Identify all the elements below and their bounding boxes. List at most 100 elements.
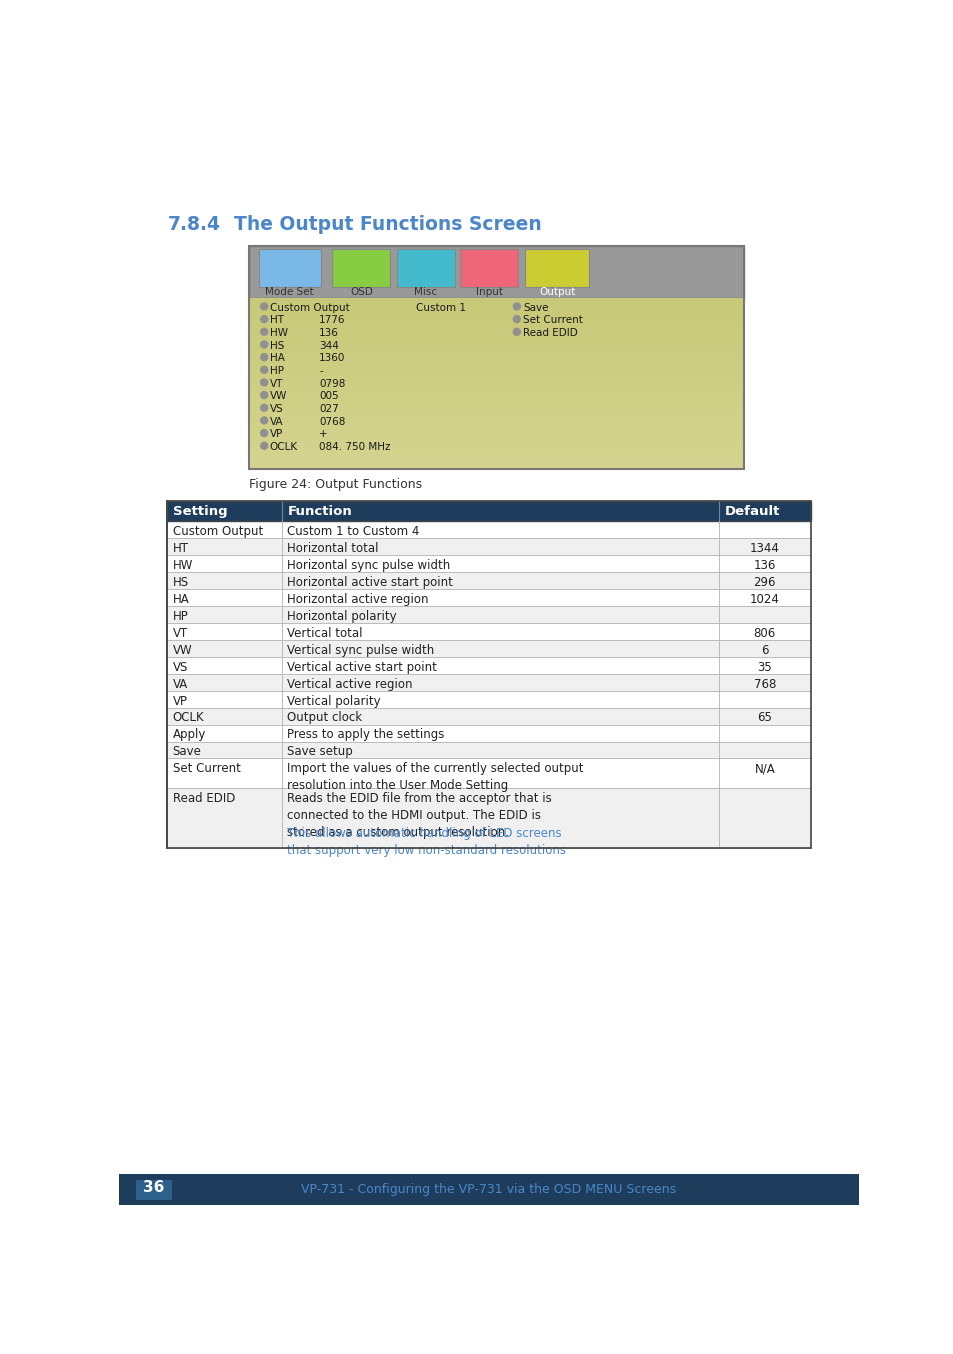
Text: Misc: Misc [414,287,436,298]
Text: Horizontal active start point: Horizontal active start point [287,575,453,589]
Bar [119,1174,858,1205]
Text: Mode Set: Mode Set [265,287,314,298]
Bar [249,387,743,393]
Text: Save setup: Save setup [287,745,353,758]
Circle shape [260,405,268,412]
Text: 0798: 0798 [319,379,345,389]
Text: HP: HP [172,609,189,623]
Bar [249,375,743,380]
Text: VS: VS [172,661,188,674]
Bar [249,417,743,422]
Bar [167,674,810,691]
Bar [249,464,743,470]
Bar [249,371,743,375]
Text: The Output Functions Screen: The Output Functions Screen [233,215,541,234]
Bar [167,573,810,589]
Text: VA: VA [270,417,283,427]
Circle shape [260,443,268,450]
Text: Custom Output: Custom Output [270,303,349,313]
Text: Custom Output: Custom Output [172,525,263,538]
Bar [249,306,743,311]
Text: HP: HP [270,366,283,376]
Text: This allows automatic handling of LED screens
that support very low non-standard: This allows automatic handling of LED sc… [287,827,566,857]
Text: Horizontal total: Horizontal total [287,542,378,555]
Bar [167,640,810,657]
Text: 7.8.4: 7.8.4 [167,215,220,234]
Bar [167,724,810,742]
Bar [249,302,743,307]
Text: 1344: 1344 [749,542,779,555]
Bar [249,452,743,456]
Circle shape [260,303,268,310]
Text: Vertical polarity: Vertical polarity [287,695,380,708]
Text: 027: 027 [319,403,338,414]
Bar [249,431,743,436]
Text: HT: HT [172,542,189,555]
Text: Read EDID: Read EDID [172,792,234,804]
Text: 1360: 1360 [319,353,345,363]
Bar [249,328,743,333]
Text: 296: 296 [753,575,775,589]
Circle shape [260,353,268,360]
Text: Horizontal sync pulse width: Horizontal sync pulse width [287,559,450,571]
Bar [249,367,743,371]
Bar [249,311,743,315]
Circle shape [260,379,268,386]
Text: Set Current: Set Current [172,762,240,776]
Bar [249,409,743,414]
Bar [332,249,390,287]
Bar [167,758,810,788]
Circle shape [260,315,268,322]
Bar [249,383,743,389]
Bar [525,249,588,287]
Bar [249,405,743,410]
Text: 136: 136 [319,328,338,338]
Text: Vertical active region: Vertical active region [287,677,413,691]
Bar [249,393,743,397]
Circle shape [260,341,268,348]
Text: Save: Save [172,745,201,758]
Text: Custom 1 to Custom 4: Custom 1 to Custom 4 [287,525,419,538]
Text: VW: VW [270,391,287,401]
Bar [249,448,743,452]
Text: VW: VW [172,643,193,657]
Bar [249,439,743,444]
Circle shape [260,367,268,374]
Bar [167,708,810,724]
Text: 005: 005 [319,391,338,401]
Bar [249,443,743,448]
Bar [249,245,743,468]
Circle shape [260,328,268,336]
Text: 35: 35 [757,661,771,674]
Text: 6: 6 [760,643,768,657]
Bar [167,555,810,573]
Text: Input: Input [476,287,502,298]
Text: +: + [319,429,328,439]
Text: HW: HW [270,328,287,338]
Text: OCLK: OCLK [270,441,297,452]
Bar [459,249,517,287]
Text: Apply: Apply [172,728,206,742]
Text: Vertical sync pulse width: Vertical sync pulse width [287,643,435,657]
Circle shape [260,391,268,398]
Bar [167,691,810,708]
Bar [249,315,743,320]
Bar [249,298,743,303]
Bar [167,657,810,674]
Text: Default: Default [723,505,780,519]
Text: HT: HT [270,315,283,325]
Text: Setting: Setting [172,505,227,519]
Text: 084. 750 MHz: 084. 750 MHz [319,441,391,452]
Bar [249,427,743,431]
Text: HS: HS [172,575,189,589]
Text: VP-731 - Configuring the VP-731 via the OSD MENU Screens: VP-731 - Configuring the VP-731 via the … [301,1183,676,1196]
Text: Vertical active start point: Vertical active start point [287,661,436,674]
Bar [249,324,743,329]
Bar [249,397,743,401]
Text: 65: 65 [757,711,771,724]
Text: VP: VP [172,695,188,708]
Bar [249,332,743,337]
Text: -: - [319,366,323,376]
Bar [249,413,743,418]
Bar [167,521,810,539]
